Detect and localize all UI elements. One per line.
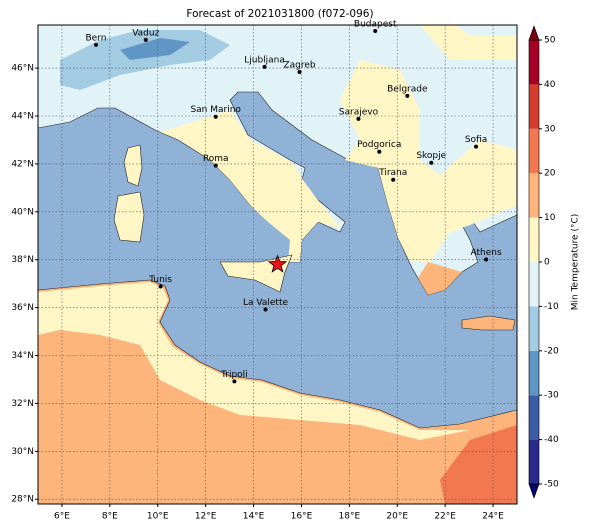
colorbar-tick-label: 40 <box>544 80 556 90</box>
north-warm <box>350 25 517 60</box>
city-dot <box>262 64 267 69</box>
colorbar-segment <box>529 395 539 440</box>
crete <box>461 315 516 331</box>
colorbar-segment <box>529 262 539 307</box>
city-label: Bern <box>85 33 106 43</box>
city-dot <box>93 42 98 47</box>
colorbar-tick-label: -20 <box>544 346 559 356</box>
y-tick-label: 46°N <box>11 64 34 74</box>
x-tick-label: 8°E <box>102 512 118 522</box>
x-tick-label: 20°E <box>386 512 408 522</box>
colorbar-segment <box>529 128 539 174</box>
colorbar-tick-label: 30 <box>544 124 556 134</box>
city-dot <box>356 116 361 121</box>
city-label: Athens <box>471 248 502 258</box>
y-tick-label: 42°N <box>11 159 34 169</box>
x-tick-label: 16°E <box>291 512 313 522</box>
city-label: Tunis <box>148 275 172 285</box>
colorbar-segment <box>529 40 539 85</box>
grid <box>38 25 517 504</box>
africa-hot <box>440 425 517 504</box>
city-label: La Valette <box>243 298 288 308</box>
colorbar-tick-label: 10 <box>544 213 556 223</box>
city-label: Ljubljana <box>244 55 285 65</box>
city-dot <box>263 307 268 312</box>
balkan-warm <box>340 60 517 262</box>
colorbar-segment <box>529 306 539 351</box>
italy-warm <box>160 110 340 262</box>
x-tick-label: 24°E <box>482 512 504 522</box>
city-label: Belgrade <box>387 84 428 94</box>
y-tick-label: 40°N <box>11 207 34 217</box>
colorbar-tick-label: -10 <box>544 302 559 312</box>
city-dot <box>213 114 218 119</box>
greece-warm <box>418 262 462 295</box>
city-dot <box>297 69 302 74</box>
colorbar-over <box>528 25 540 41</box>
y-tick-label: 38°N <box>11 255 34 265</box>
colorbar-tick-label: 0 <box>544 258 550 268</box>
y-tick-label: 44°N <box>11 112 34 122</box>
africa-coastal <box>38 282 470 440</box>
city-label: Tripoli <box>220 370 248 380</box>
alps-cold <box>60 30 230 90</box>
colorbar-tick-label: -50 <box>544 480 559 490</box>
city-label: Sarajevo <box>339 107 379 117</box>
colorbar-label: Min Temperature (°C) <box>571 214 581 311</box>
colorbar-tick-label: -30 <box>544 391 559 401</box>
city-dot <box>158 284 163 289</box>
y-tick-label: 30°N <box>11 447 34 457</box>
title: Forecast of 2021031800 (f072-096) <box>186 8 373 20</box>
city-dot <box>377 149 382 154</box>
colorbar-tick-label: -40 <box>544 435 559 445</box>
colorbar-tick-label: 20 <box>544 169 556 179</box>
marker-star <box>267 254 288 273</box>
map-area <box>38 25 517 504</box>
y-tick-label: 36°N <box>11 303 34 313</box>
colorbar-segment <box>529 350 539 396</box>
x-tick-label: 10°E <box>147 512 169 522</box>
colorbar-segment <box>529 439 539 484</box>
y-tick-label: 34°N <box>11 351 34 361</box>
corsica <box>123 144 143 187</box>
city-label: Budapest <box>354 19 397 29</box>
colorbar-segment <box>529 84 539 129</box>
y-tick-label: 32°N <box>11 399 34 409</box>
city-dot <box>232 379 237 384</box>
city-dot <box>474 144 479 149</box>
city-label: Roma <box>203 154 229 164</box>
colorbar-under <box>528 483 540 499</box>
city-dot <box>143 37 148 42</box>
map-frame <box>37 24 518 505</box>
x-tick-label: 12°E <box>195 512 217 522</box>
city-label: Podgorica <box>357 140 401 150</box>
x-tick-label: 18°E <box>339 512 361 522</box>
city-dot <box>213 163 218 168</box>
city-label: Vaduz <box>132 28 159 38</box>
city-dot <box>429 160 434 165</box>
colorbar-segment <box>529 217 539 262</box>
sardinia <box>113 191 145 243</box>
y-tick-label: 28°N <box>11 495 34 505</box>
colorbar-tick-label: 50 <box>544 36 556 46</box>
alps-colder <box>120 38 190 60</box>
city-label: Tirana <box>378 168 407 178</box>
x-tick-label: 14°E <box>243 512 265 522</box>
city-dot <box>484 257 489 262</box>
city-label: Zagreb <box>283 60 315 70</box>
city-dot <box>373 28 378 33</box>
colorbar-segment <box>529 173 539 218</box>
x-tick-label: 6°E <box>54 512 70 522</box>
x-tick-label: 22°E <box>434 512 456 522</box>
city-label: San Marino <box>190 105 241 115</box>
city-dot <box>405 93 410 98</box>
city-label: Skopje <box>416 151 446 161</box>
city-label: Sofia <box>465 135 487 145</box>
city-dot <box>391 177 396 182</box>
